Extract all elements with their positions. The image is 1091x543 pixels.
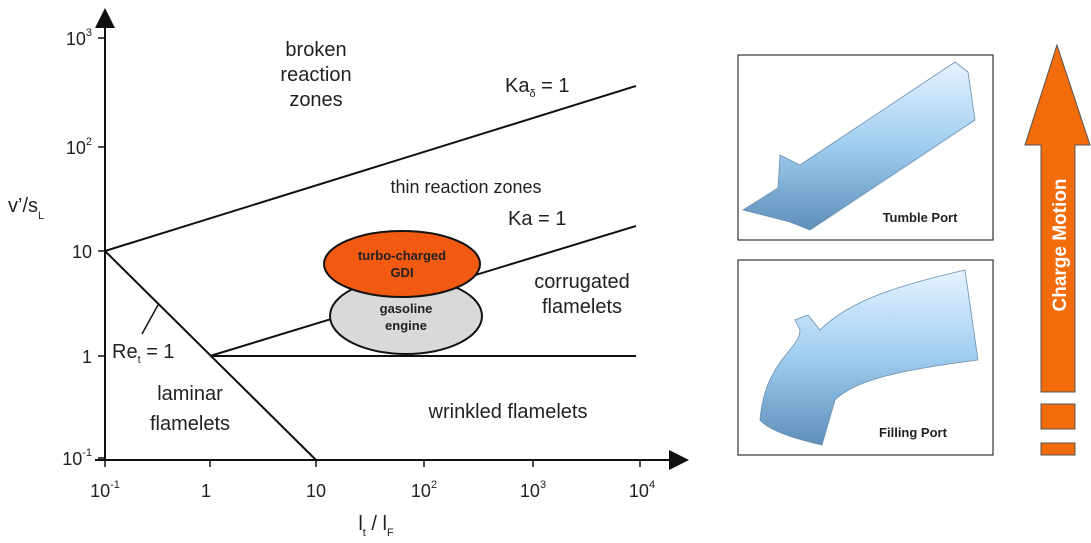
line-label: Ret = 1 <box>112 341 175 366</box>
region-label: flamelets <box>150 413 230 435</box>
ellipse-label: GDI <box>390 265 413 280</box>
region-label: broken <box>285 39 346 61</box>
x-tick: 103 <box>520 479 546 501</box>
arrow-block <box>1041 443 1075 455</box>
x-tick: 104 <box>629 479 655 501</box>
panel-caption: Filling Port <box>879 425 948 440</box>
y-tick: 1 <box>82 347 92 367</box>
ellipse-label: gasoline <box>380 301 433 316</box>
region-label: zones <box>289 89 342 111</box>
page: 10-1 1 10 102 103 104 10-1 1 10 102 103 … <box>0 0 1091 538</box>
arrow-label: Charge Motion <box>1050 179 1071 312</box>
y-tick: 103 <box>66 27 92 49</box>
region-label: laminar <box>157 383 223 405</box>
region-label: thin reaction zones <box>390 177 541 197</box>
y-tick: 10 <box>72 242 92 262</box>
line-label: Ka = 1 <box>508 208 566 230</box>
region-label: flamelets <box>542 296 622 318</box>
x-tick: 102 <box>411 479 437 501</box>
y-axis-label: v’/sL <box>8 195 44 222</box>
x-tick: 1 <box>201 481 211 501</box>
region-label: wrinkled flamelets <box>428 401 588 423</box>
line-label: Kaδ = 1 <box>505 75 570 100</box>
y-tick: 10-1 <box>62 447 92 469</box>
panel-caption: Tumble Port <box>883 210 959 225</box>
x-tick: 10 <box>306 481 326 501</box>
turbo-ellipse <box>324 231 480 297</box>
region-label: corrugated <box>534 271 630 293</box>
x-axis-label: lt / lF <box>358 513 394 538</box>
y-tick: 102 <box>66 136 92 158</box>
ellipse-label: turbo-charged <box>358 248 446 263</box>
arrow-block <box>1041 404 1075 429</box>
x-tick: 10-1 <box>90 479 120 501</box>
ellipse-label: engine <box>385 318 427 333</box>
region-label: reaction <box>280 64 351 86</box>
